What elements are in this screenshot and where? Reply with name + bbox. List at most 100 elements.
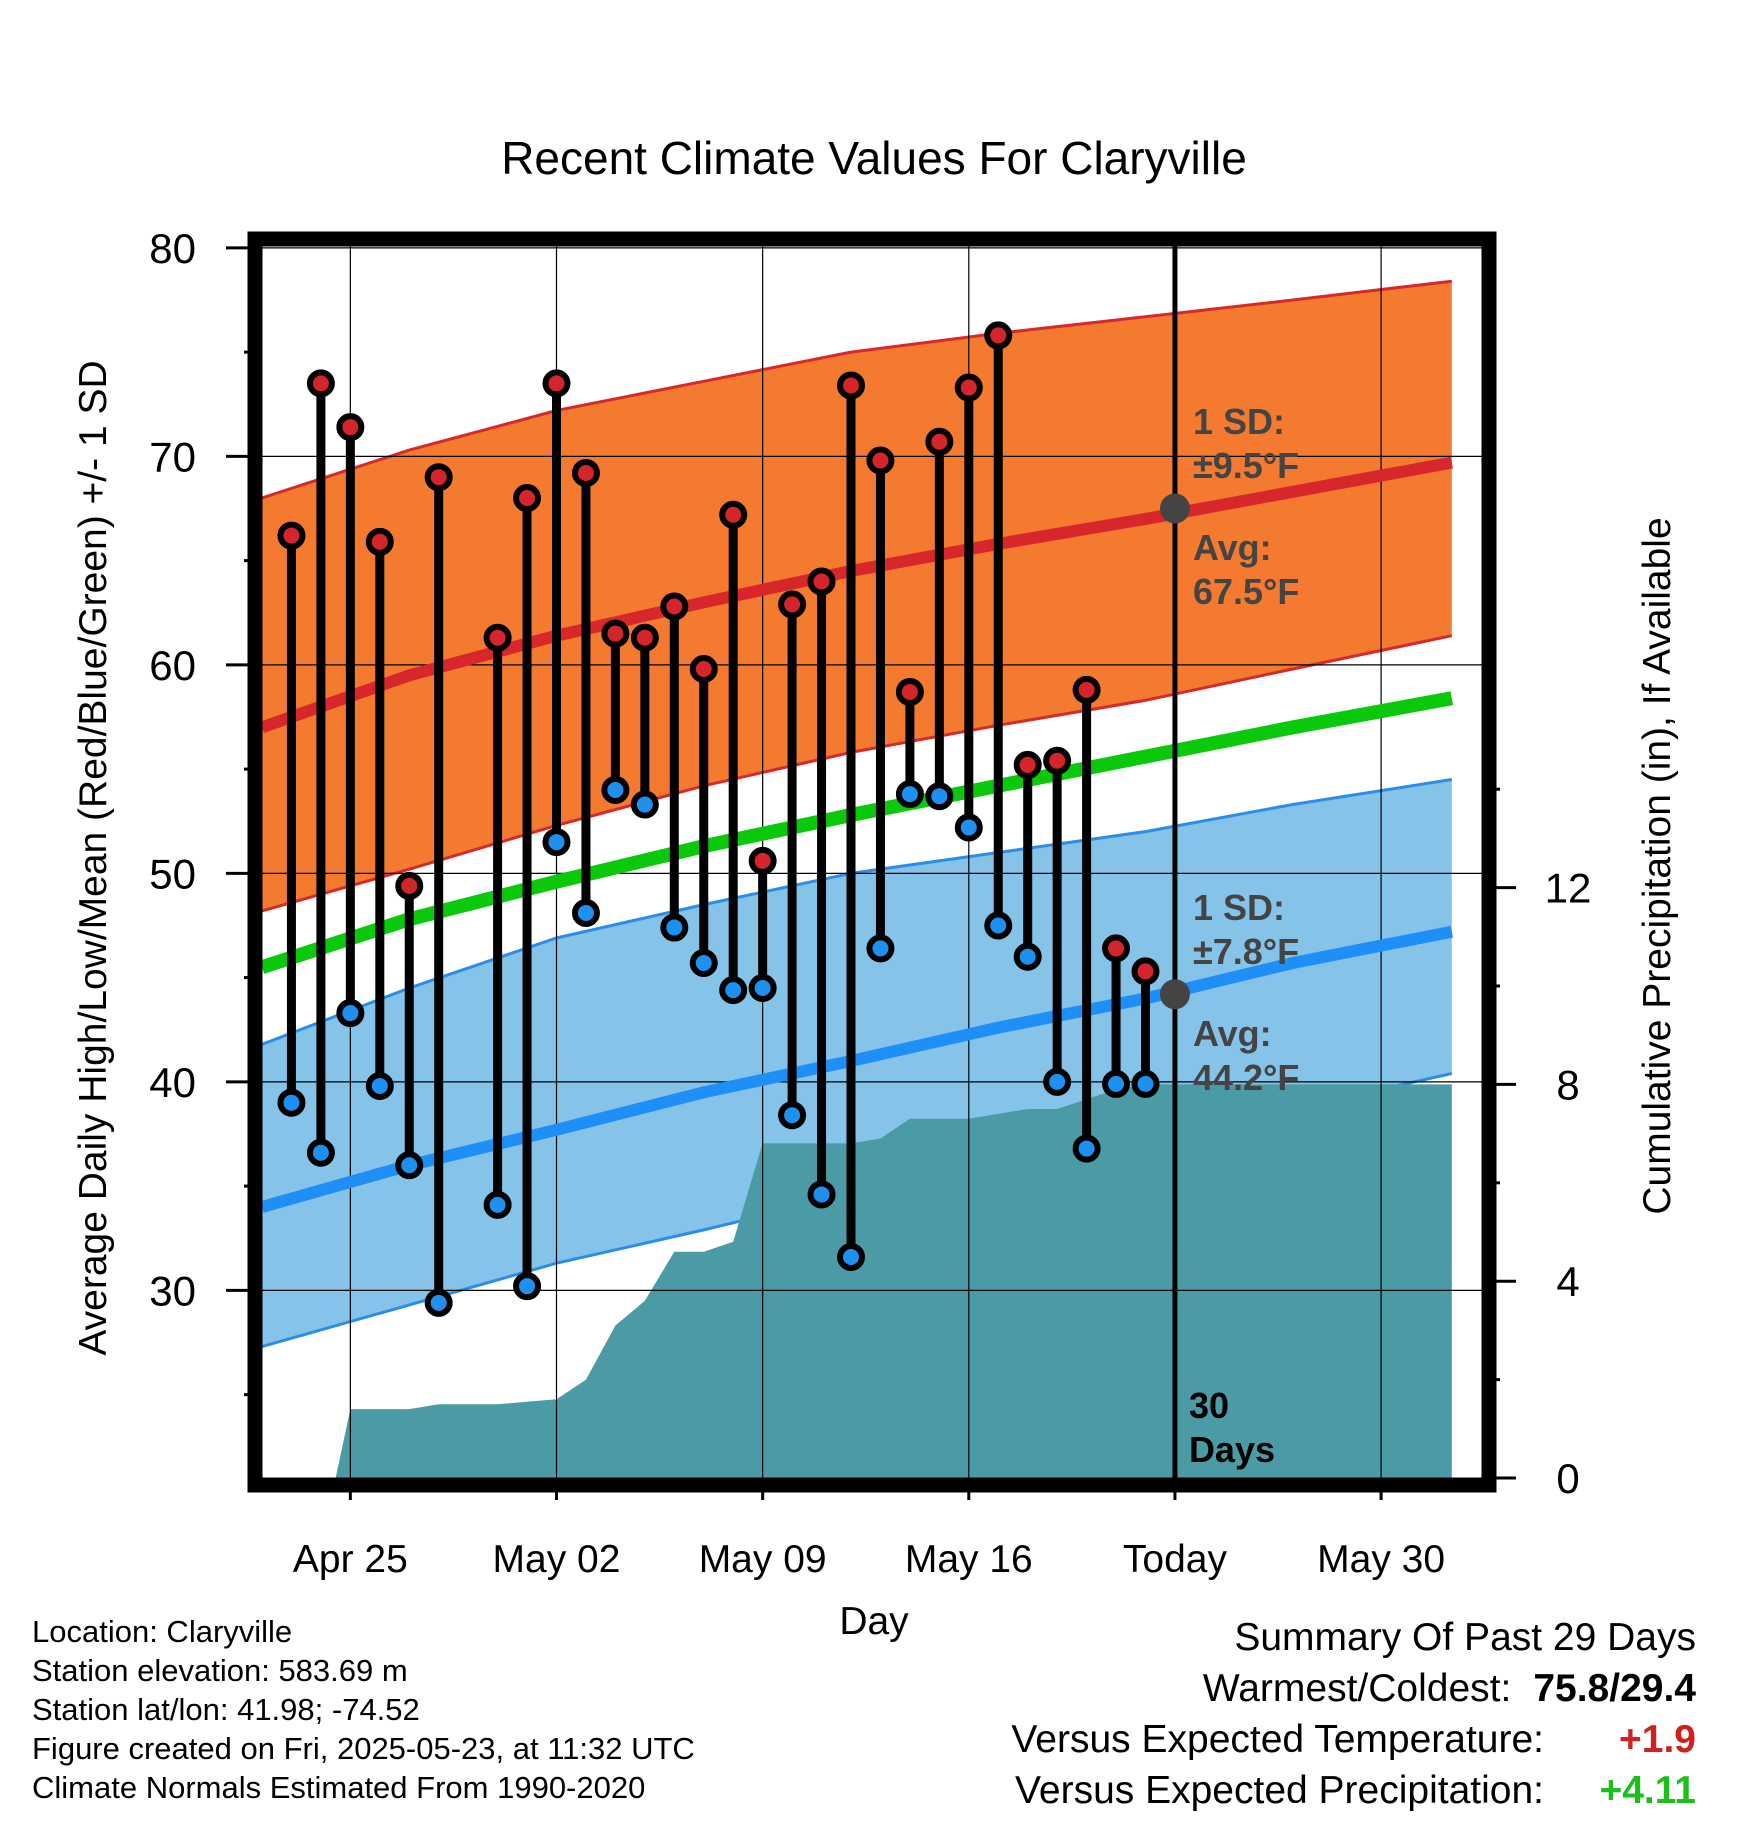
summary-title: Summary Of Past 29 Days <box>1234 1616 1696 1659</box>
warmest-value: 75.8/29.4 <box>1533 1667 1696 1710</box>
high-avg-value: 67.5°F <box>1193 571 1299 612</box>
low-avg-value: 44.2°F <box>1193 1057 1299 1098</box>
y2-tick-label: 12 <box>1545 865 1592 912</box>
location-text: Location: Claryville <box>32 1614 293 1649</box>
daily-high-point <box>306 369 335 398</box>
y-tick-label: 40 <box>149 1059 196 1106</box>
axes: 30 40 50 60 70 80 0 4 8 12 Apr 25 May 02 May 09 May 1… <box>149 225 1591 1581</box>
daily-high-point <box>513 484 542 513</box>
daily-low-point <box>1131 1069 1160 1098</box>
y-tick-label: 30 <box>149 1267 196 1314</box>
y2-tick-label: 8 <box>1556 1061 1579 1108</box>
summary-panel: Summary Of Past 29 Days Warmest/Coldest:… <box>1011 1612 1696 1816</box>
daily-low-point <box>689 949 718 978</box>
elevation-text: Station elevation: 583.69 m <box>32 1653 408 1688</box>
daily-low-point <box>748 974 777 1003</box>
daily-low-point <box>807 1180 836 1209</box>
y2-axis-label: Cumulative Precipitation (in), If Availa… <box>1636 517 1679 1214</box>
daily-low-point <box>1102 1069 1131 1098</box>
daily-low-point <box>336 999 365 1028</box>
y2-tick-label: 4 <box>1556 1258 1579 1305</box>
plot-frame <box>247 231 1497 1493</box>
daily-high-point <box>954 373 983 402</box>
daily-high-point <box>807 567 836 596</box>
temp-anomaly-value: +1.9 <box>1619 1718 1696 1761</box>
low-sd-value: ±7.8°F <box>1193 931 1299 972</box>
daily-low-point <box>542 828 571 857</box>
x-tick-label: May 09 <box>699 1538 827 1581</box>
daily-low-point <box>306 1138 335 1167</box>
daily-low-point <box>866 934 895 963</box>
daily-low-point <box>601 775 630 804</box>
daily-low-point <box>719 976 748 1005</box>
daily-high-point <box>1043 746 1072 775</box>
temp-anomaly-label: Versus Expected Temperature: <box>1011 1718 1544 1761</box>
precip-anomaly-label: Versus Expected Precipitation: <box>1015 1769 1544 1812</box>
high-avg-label: Avg: <box>1193 527 1272 568</box>
normal-high-band-upper-edge <box>262 279 1452 500</box>
daily-high-point <box>748 846 777 875</box>
latlon-text: Station lat/lon: 41.98; -74.52 <box>32 1692 420 1727</box>
y-tick-label: 60 <box>149 642 196 689</box>
x-tick-label: Today <box>1123 1538 1228 1581</box>
daily-low-point <box>277 1088 306 1117</box>
daily-low-point <box>395 1151 424 1180</box>
today-normal-high-marker <box>1159 493 1190 524</box>
daily-low-point <box>424 1288 453 1317</box>
warmest-label: Warmest/Coldest: <box>1202 1667 1512 1710</box>
daily-high-point <box>601 619 630 648</box>
daily-low-point <box>895 780 924 809</box>
daily-high-point <box>689 655 718 684</box>
daily-low-point <box>571 898 600 927</box>
daily-low-point <box>954 813 983 842</box>
daily-high-point <box>1102 934 1131 963</box>
daily-low-point <box>984 911 1013 940</box>
daily-high-point <box>483 623 512 652</box>
daily-low-point <box>778 1101 807 1130</box>
y-tick-label: 80 <box>149 225 196 272</box>
daily-high-point <box>277 521 306 550</box>
daily-high-point <box>1072 675 1101 704</box>
x-tick-label: May 16 <box>905 1538 1033 1581</box>
daily-low-point <box>925 782 954 811</box>
daily-high-point <box>395 871 424 900</box>
daily-high-point <box>1131 957 1160 986</box>
low-avg-label: Avg: <box>1193 1013 1272 1054</box>
daily-high-point <box>660 592 689 621</box>
x-tick-label: May 30 <box>1317 1538 1445 1581</box>
x-tick-label: May 02 <box>493 1538 621 1581</box>
daily-high-point <box>424 463 453 492</box>
x-axis-label: Day <box>839 1600 909 1643</box>
precip-area <box>262 1084 1452 1478</box>
y-axis-label: Average Daily High/Low/Mean (Red/Blue/Gr… <box>72 360 115 1355</box>
daily-high-point <box>1013 750 1042 779</box>
daily-high-point <box>778 590 807 619</box>
daily-high-point <box>895 677 924 706</box>
low-sd-label: 1 SD: <box>1193 887 1285 928</box>
summary-temp-row: Versus Expected Temperature: +1.9 <box>1011 1714 1696 1765</box>
normals-text: Climate Normals Estimated From 1990-2020 <box>32 1770 646 1805</box>
daily-low-point <box>483 1190 512 1219</box>
days-count-label: 30 <box>1189 1385 1229 1426</box>
daily-low-point <box>630 790 659 819</box>
daily-high-point <box>866 446 895 475</box>
y-tick-label: 70 <box>149 433 196 480</box>
precip-anomaly-value: +4.11 <box>1599 1769 1696 1812</box>
daily-low-point <box>837 1242 865 1271</box>
daily-low-point <box>1013 942 1042 971</box>
summary-precip-row: Versus Expected Precipitation: +4.11 <box>1011 1765 1696 1816</box>
today-normal-low-marker <box>1159 979 1190 1010</box>
daily-high-point <box>984 321 1013 350</box>
daily-low-point <box>1043 1067 1072 1096</box>
daily-low-point <box>1072 1134 1101 1163</box>
station-info: Location: Claryville Station elevation: … <box>32 1612 695 1807</box>
chart-title: Recent Climate Values For Claryville <box>501 132 1247 184</box>
daily-high-point <box>719 500 748 529</box>
daily-low-point <box>660 913 689 942</box>
daily-high-point <box>837 371 865 400</box>
daily-high-point <box>336 413 365 442</box>
high-sd-label: 1 SD: <box>1193 401 1285 442</box>
daily-high-point <box>542 369 571 398</box>
